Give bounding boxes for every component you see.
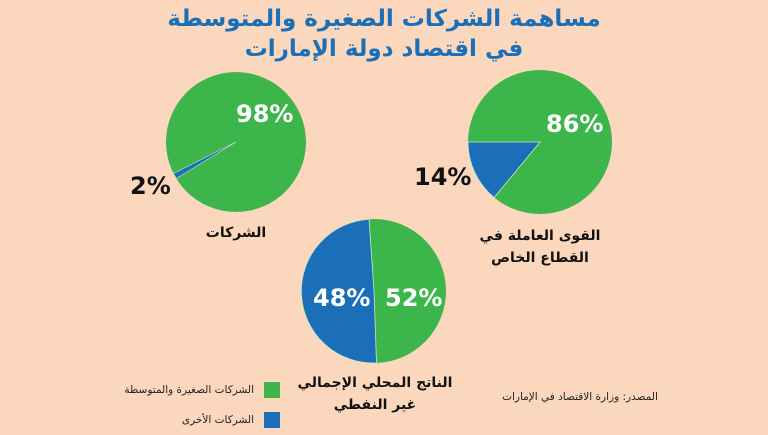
pie-companies [166, 72, 306, 212]
slice-other [467, 141, 541, 199]
legend-item-sme: الشركات الصغيرة والمتوسطة [100, 375, 280, 405]
legend-label-other: الشركات الأخرى [181, 414, 254, 426]
caption-workforce-line-1: القوى العاملة في [479, 228, 601, 244]
label-workforce-other: 14% [414, 163, 472, 191]
caption-gdp-line-1: الناتج المحلي الإجمالي [297, 375, 453, 391]
slice-other [173, 141, 237, 179]
source-note: المصدر: وزارة الاقتصاد في الإمارات [502, 391, 658, 403]
caption-workforce-line-2: القطاع الخاص [491, 250, 589, 266]
title-line-1: مساهمة الشركات الصغيرة والمتوسطة [167, 6, 601, 32]
label-gdp-sme: 52% [385, 284, 443, 312]
caption-gdp: الناتج المحلي الإجمالي غير النفطي [290, 372, 460, 416]
legend-label-sme: الشركات الصغيرة والمتوسطة [124, 384, 254, 396]
label-gdp-other: 48% [313, 284, 371, 312]
legend-item-other: الشركات الأخرى [100, 405, 280, 435]
pie-workforce [467, 70, 612, 214]
chart-title: مساهمة الشركات الصغيرة والمتوسطة في اقتص… [0, 4, 768, 64]
label-companies-sme: 98% [236, 100, 294, 128]
caption-workforce: القوى العاملة في القطاع الخاص [470, 225, 610, 269]
pie-gdp [300, 218, 446, 364]
caption-gdp-line-2: غير النفطي [333, 397, 417, 413]
label-companies-other: 2% [130, 172, 171, 200]
title-line-2: في اقتصاد دولة الإمارات [244, 36, 524, 62]
legend-swatch-green [264, 382, 280, 398]
label-workforce-sme: 86% [546, 110, 604, 138]
slice-other [300, 218, 377, 364]
caption-companies: الشركات [205, 225, 267, 241]
legend-swatch-blue [264, 412, 280, 428]
legend: الشركات الصغيرة والمتوسطة الشركات الأخرى [100, 375, 280, 435]
